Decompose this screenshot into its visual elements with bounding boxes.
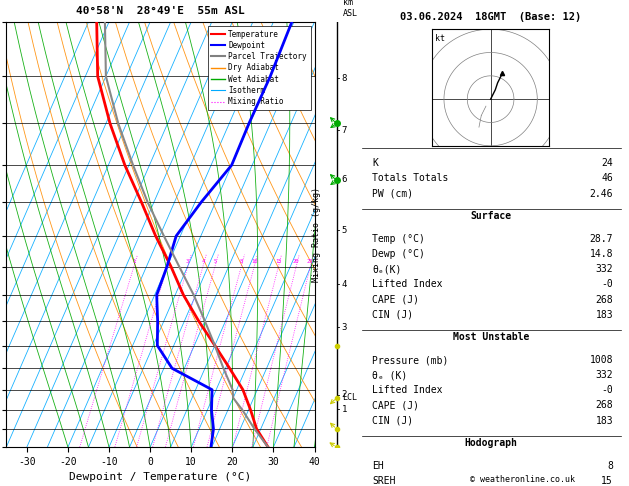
Text: 4: 4 [342,280,347,289]
Text: 6: 6 [342,175,347,184]
Text: CAPE (J): CAPE (J) [372,295,419,305]
Text: 268: 268 [596,400,613,411]
Text: 15: 15 [275,259,282,264]
Text: Mixing Ratio (g/kg): Mixing Ratio (g/kg) [312,187,321,282]
Text: Temp (°C): Temp (°C) [372,234,425,244]
Text: CIN (J): CIN (J) [372,416,413,426]
Text: Most Unstable: Most Unstable [453,332,530,342]
Text: 15: 15 [601,476,613,486]
Text: Lifted Index: Lifted Index [372,385,443,395]
Text: 24: 24 [601,158,613,168]
Text: 183: 183 [596,416,613,426]
Text: 8: 8 [342,74,347,83]
Text: -0: -0 [601,385,613,395]
Text: 4: 4 [201,259,204,264]
Text: Hodograph: Hodograph [465,438,518,448]
Text: 5: 5 [342,226,347,235]
Text: 8: 8 [607,461,613,471]
Text: 5: 5 [213,259,216,264]
Text: K: K [372,158,378,168]
Text: Dewp (°C): Dewp (°C) [372,249,425,259]
Title: 40°58'N  28°49'E  55m ASL: 40°58'N 28°49'E 55m ASL [76,5,245,16]
X-axis label: Dewpoint / Temperature (°C): Dewpoint / Temperature (°C) [69,472,252,483]
Text: 14.8: 14.8 [589,249,613,259]
Text: -0: -0 [601,279,613,290]
Text: © weatheronline.co.uk: © weatheronline.co.uk [470,474,574,484]
Text: 332: 332 [596,264,613,274]
Text: SREH: SREH [372,476,396,486]
Text: 332: 332 [596,370,613,380]
Text: 1: 1 [342,405,347,414]
Text: θₑ(K): θₑ(K) [372,264,401,274]
Text: 28.7: 28.7 [589,234,613,244]
Text: 20: 20 [293,259,299,264]
Legend: Temperature, Dewpoint, Parcel Trajectory, Dry Adiabat, Wet Adiabat, Isotherm, Mi: Temperature, Dewpoint, Parcel Trajectory… [208,26,311,110]
Text: kt: kt [435,34,445,43]
Text: 10: 10 [251,259,257,264]
Text: 3: 3 [186,259,189,264]
Text: 3: 3 [342,323,347,331]
Text: 183: 183 [596,310,613,320]
Text: CAPE (J): CAPE (J) [372,400,419,411]
Text: 2: 2 [165,259,169,264]
Text: 7: 7 [342,126,347,135]
Text: Lifted Index: Lifted Index [372,279,443,290]
Text: EH: EH [372,461,384,471]
Text: km
ASL: km ASL [343,0,358,17]
Text: 25: 25 [307,259,313,264]
Text: 2: 2 [342,390,347,399]
Text: 1008: 1008 [589,355,613,365]
Text: 2.46: 2.46 [589,189,613,199]
Text: PW (cm): PW (cm) [372,189,413,199]
Text: 8: 8 [240,259,243,264]
Text: Surface: Surface [470,211,512,221]
Text: 1: 1 [132,259,135,264]
Text: LCL: LCL [342,394,357,402]
Text: 268: 268 [596,295,613,305]
Text: Pressure (mb): Pressure (mb) [372,355,448,365]
Text: CIN (J): CIN (J) [372,310,413,320]
Text: 46: 46 [601,174,613,184]
Text: Totals Totals: Totals Totals [372,174,448,184]
Text: θₑ (K): θₑ (K) [372,370,408,380]
Text: 03.06.2024  18GMT  (Base: 12): 03.06.2024 18GMT (Base: 12) [400,12,581,22]
